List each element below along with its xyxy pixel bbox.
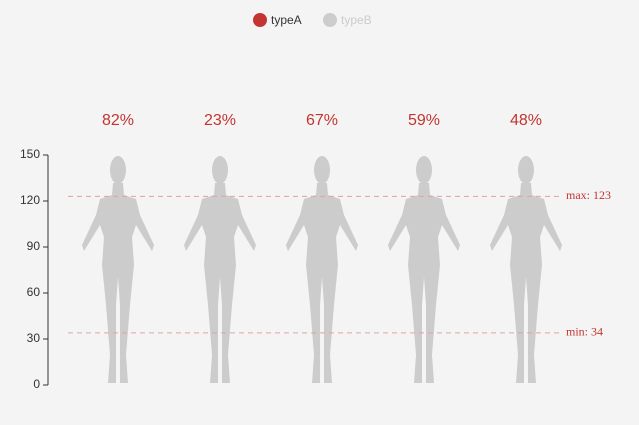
y-tick-label: 0 [33, 377, 40, 391]
legend-marker [253, 13, 267, 27]
silhouette-bg [286, 156, 358, 383]
y-tick-label: 120 [20, 193, 40, 207]
value-label: 67% [306, 112, 338, 129]
value-label: 82% [102, 112, 134, 129]
legend-marker [323, 13, 337, 27]
y-tick-label: 60 [27, 285, 41, 299]
y-tick-label: 150 [20, 147, 40, 161]
y-tick-label: 30 [27, 331, 41, 345]
silhouette-bg [82, 156, 154, 383]
legend-label: typeB [341, 13, 372, 27]
legend-label: typeA [271, 13, 302, 27]
value-label: 48% [510, 112, 542, 129]
silhouette-bg [388, 156, 460, 383]
value-label: 23% [204, 112, 236, 129]
silhouette-bg [490, 156, 562, 383]
value-label: 59% [408, 112, 440, 129]
silhouette-bg [184, 156, 256, 383]
mark-line-label: max: 123 [566, 188, 611, 202]
y-tick-label: 90 [27, 239, 41, 253]
mark-line-label: min: 34 [566, 325, 603, 339]
